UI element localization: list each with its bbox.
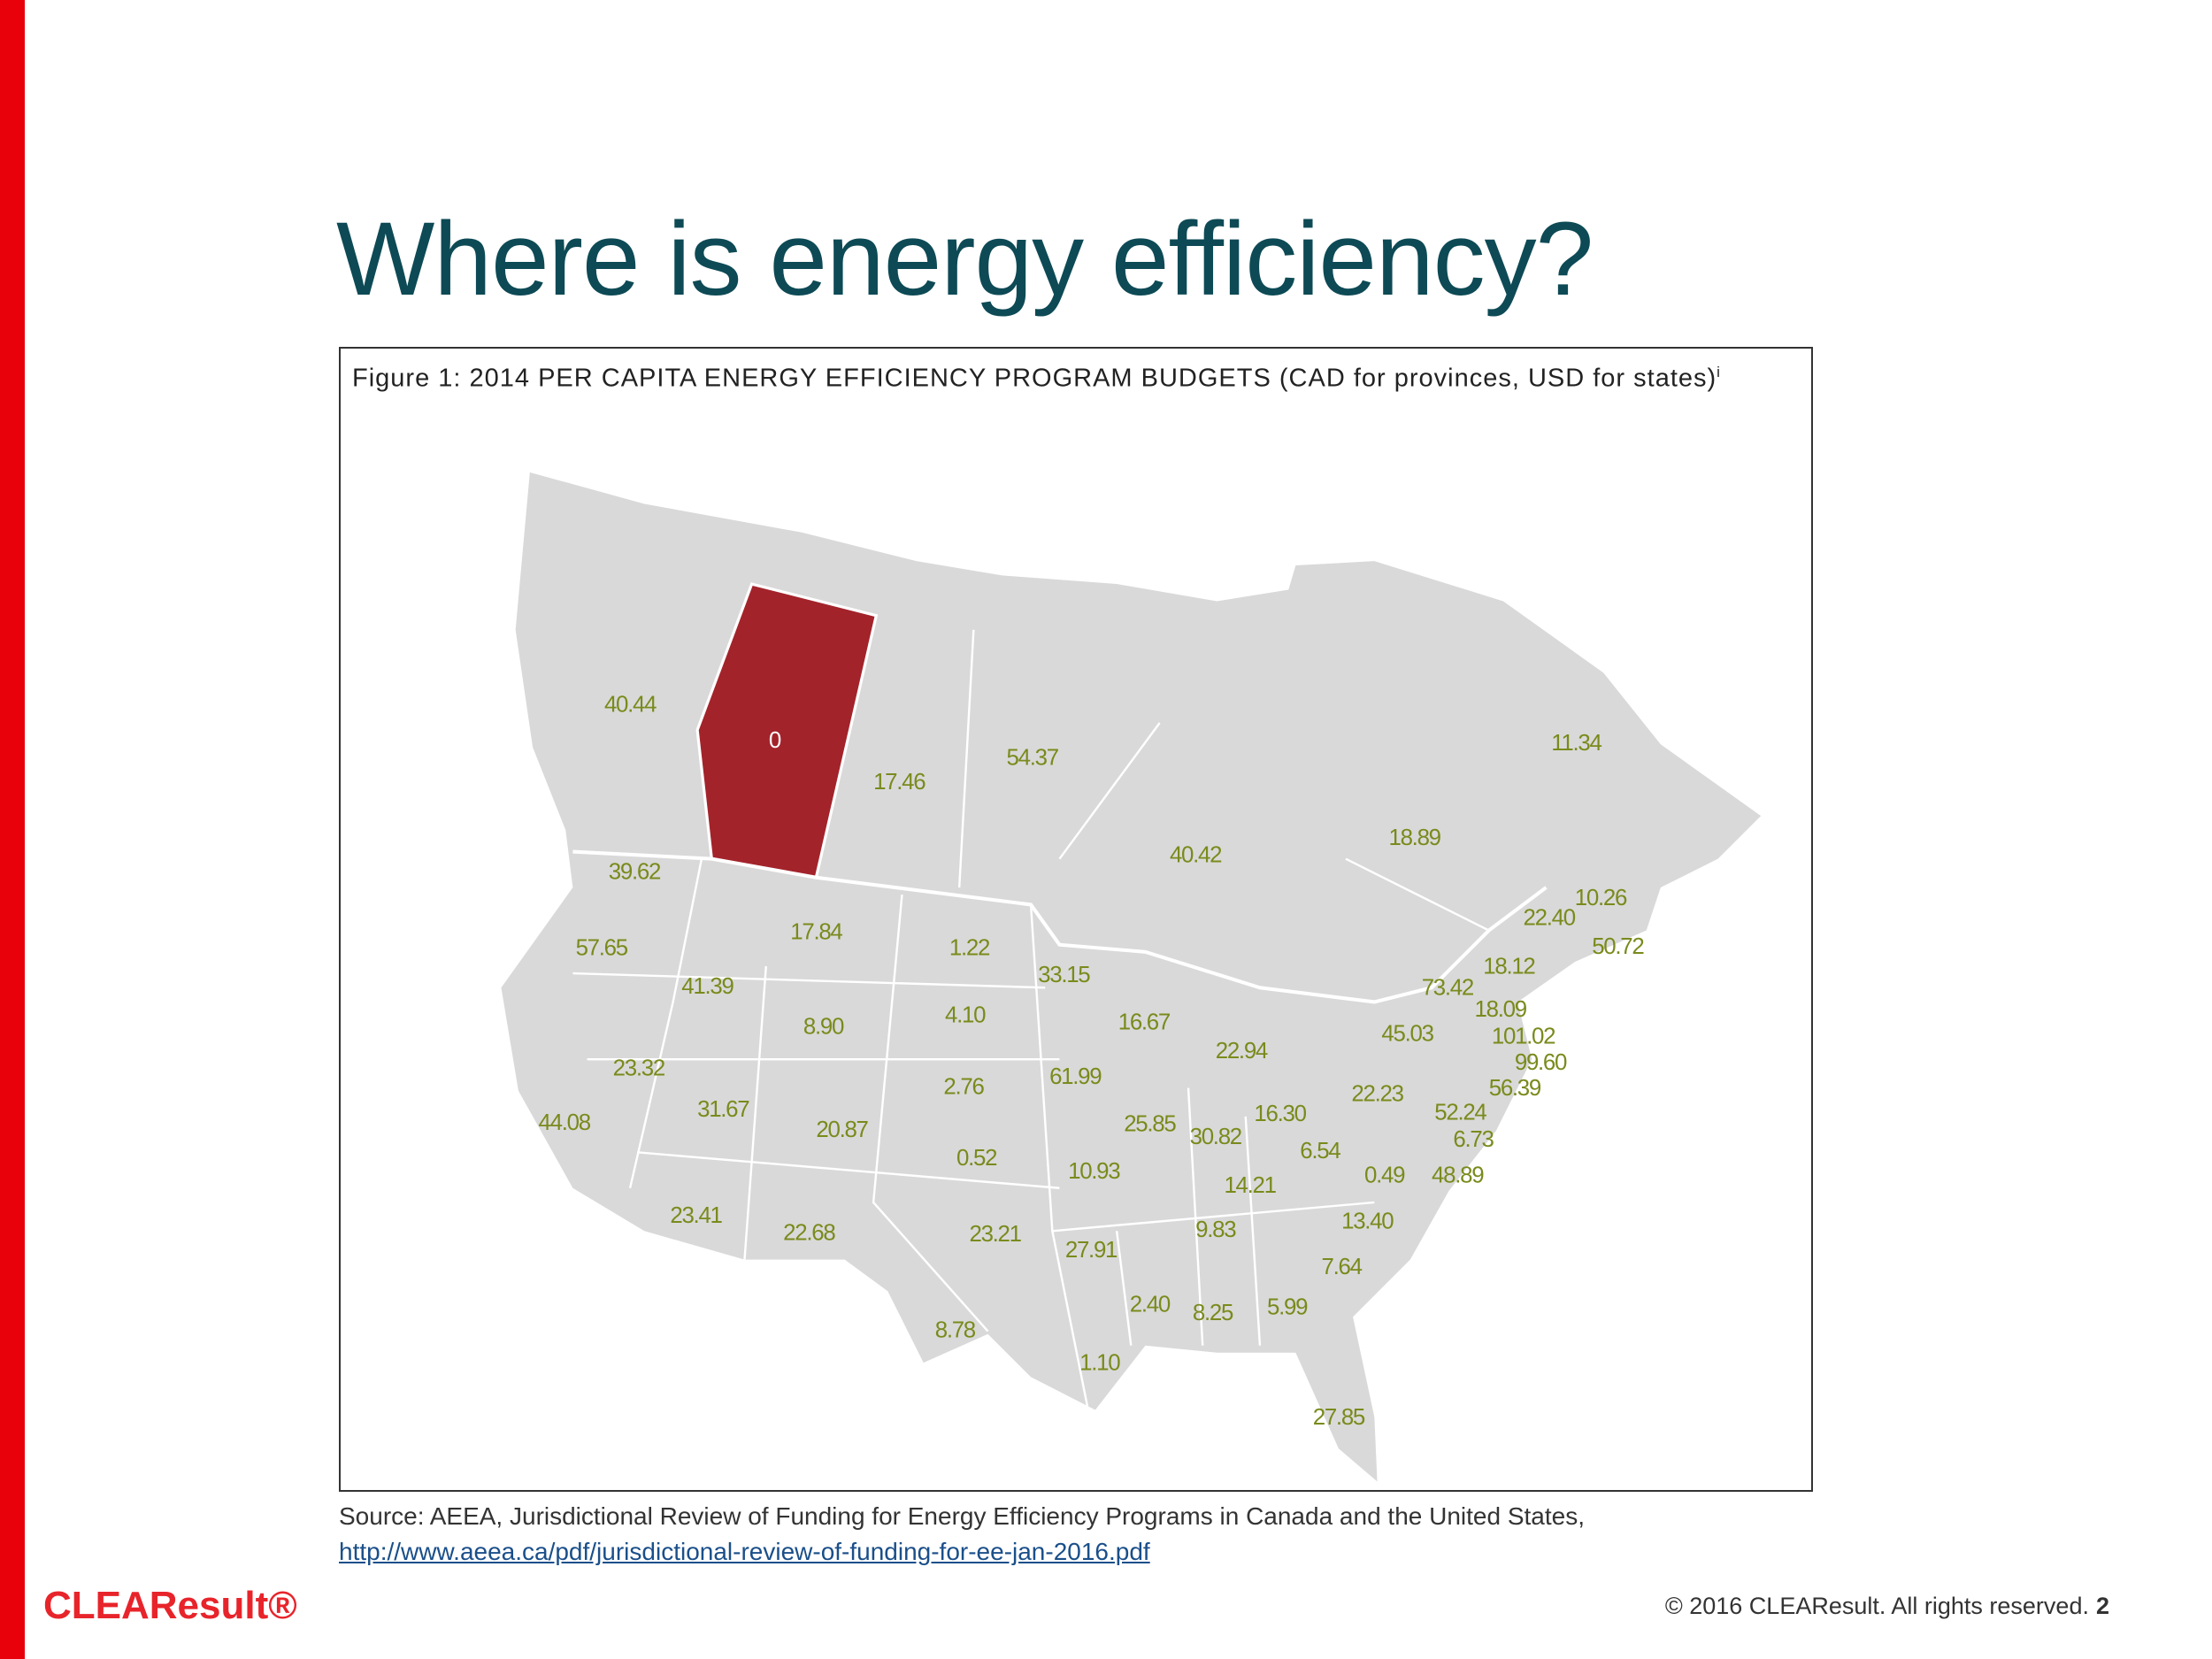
map-label: 22.94 xyxy=(1216,1039,1268,1064)
map-label: 0.52 xyxy=(956,1146,997,1171)
map-label: 16.30 xyxy=(1254,1102,1306,1126)
figure-frame xyxy=(339,347,1813,1492)
map-label: 23.32 xyxy=(613,1056,665,1080)
map-label: 31.67 xyxy=(697,1097,749,1122)
map-label: 17.46 xyxy=(873,770,926,795)
map-label: 10.93 xyxy=(1068,1159,1120,1184)
map-label: 1.10 xyxy=(1079,1351,1120,1376)
source-link[interactable]: http://www.aeea.ca/pdf/jurisdictional-re… xyxy=(339,1538,1150,1565)
map-label: 18.12 xyxy=(1483,954,1535,979)
accent-bar xyxy=(0,0,25,1659)
map-label: 1.22 xyxy=(949,935,990,960)
map-label: 48.89 xyxy=(1432,1164,1484,1188)
map-label: 25.85 xyxy=(1124,1111,1176,1136)
map-label: 0 xyxy=(769,728,781,753)
logo: CLEAResult® xyxy=(43,1584,297,1627)
map-label: 45.03 xyxy=(1381,1021,1433,1046)
map-label: 8.78 xyxy=(935,1317,976,1342)
caption-note: i xyxy=(1717,364,1721,380)
map-label: 27.85 xyxy=(1313,1405,1365,1430)
page-number: 2 xyxy=(2095,1593,2109,1619)
map-label: 22.40 xyxy=(1524,905,1576,930)
caption-text: Figure 1: 2014 PER CAPITA ENERGY EFFICIE… xyxy=(352,364,1717,393)
map-label: 23.21 xyxy=(969,1222,1021,1247)
map-label: 41.39 xyxy=(681,974,733,999)
map-label: 61.99 xyxy=(1049,1064,1102,1089)
map-label: 18.09 xyxy=(1475,997,1527,1022)
map-label: 6.54 xyxy=(1300,1139,1340,1164)
map-label: 20.87 xyxy=(816,1118,868,1142)
map-label: 22.23 xyxy=(1351,1081,1403,1106)
source-text: Source: AEEA, Jurisdictional Review of F… xyxy=(339,1502,1585,1530)
map-label: 2.40 xyxy=(1130,1292,1171,1317)
map-label: 101.02 xyxy=(1492,1025,1555,1049)
map-label: 6.73 xyxy=(1453,1127,1494,1152)
map-label: 5.99 xyxy=(1267,1294,1308,1319)
map-label: 23.41 xyxy=(670,1203,722,1228)
map-label: 40.42 xyxy=(1170,842,1222,867)
map-label: 9.83 xyxy=(1195,1217,1236,1242)
map-label: 39.62 xyxy=(609,860,661,885)
map-label: 8.90 xyxy=(803,1014,844,1039)
map-label: 33.15 xyxy=(1038,963,1090,987)
map-label: 27.91 xyxy=(1065,1238,1118,1263)
map-label: 7.64 xyxy=(1322,1255,1363,1279)
map-label: 13.40 xyxy=(1341,1209,1394,1233)
map-label: 11.34 xyxy=(1551,731,1601,756)
map-label: 14.21 xyxy=(1224,1173,1276,1198)
map-label: 40.44 xyxy=(604,692,657,717)
map-label: 44.08 xyxy=(539,1110,591,1135)
copyright: © 2016 CLEAResult. All rights reserved. xyxy=(1664,1593,2089,1619)
map-label: 54.37 xyxy=(1007,745,1059,770)
border xyxy=(572,849,1548,1004)
map-label: 18.89 xyxy=(1388,826,1440,850)
map-label: 30.82 xyxy=(1190,1125,1242,1149)
map-label: 57.65 xyxy=(576,935,628,960)
map-label: 2.76 xyxy=(943,1074,984,1099)
map-label: 52.24 xyxy=(1434,1100,1486,1125)
map-label: 4.10 xyxy=(945,1002,986,1027)
footer: © 2016 CLEAResult. All rights reserved. 2 xyxy=(1665,1593,2109,1620)
map-label: 16.67 xyxy=(1118,1010,1171,1035)
map-label: 0.49 xyxy=(1364,1164,1405,1188)
map-label: 56.39 xyxy=(1489,1076,1541,1101)
figure-caption: Figure 1: 2014 PER CAPITA ENERGY EFFICIE… xyxy=(352,352,1768,399)
map-label: 17.84 xyxy=(790,920,842,945)
map-label: 10.26 xyxy=(1575,886,1627,910)
state-borders xyxy=(572,629,1490,1410)
map-label: 8.25 xyxy=(1193,1301,1233,1325)
map-label: 50.72 xyxy=(1592,934,1644,959)
slide-title: Where is energy efficiency? xyxy=(336,201,1594,318)
map-label: 99.60 xyxy=(1515,1050,1567,1075)
map-label: 22.68 xyxy=(783,1220,835,1245)
map-label: 73.42 xyxy=(1422,976,1474,1001)
